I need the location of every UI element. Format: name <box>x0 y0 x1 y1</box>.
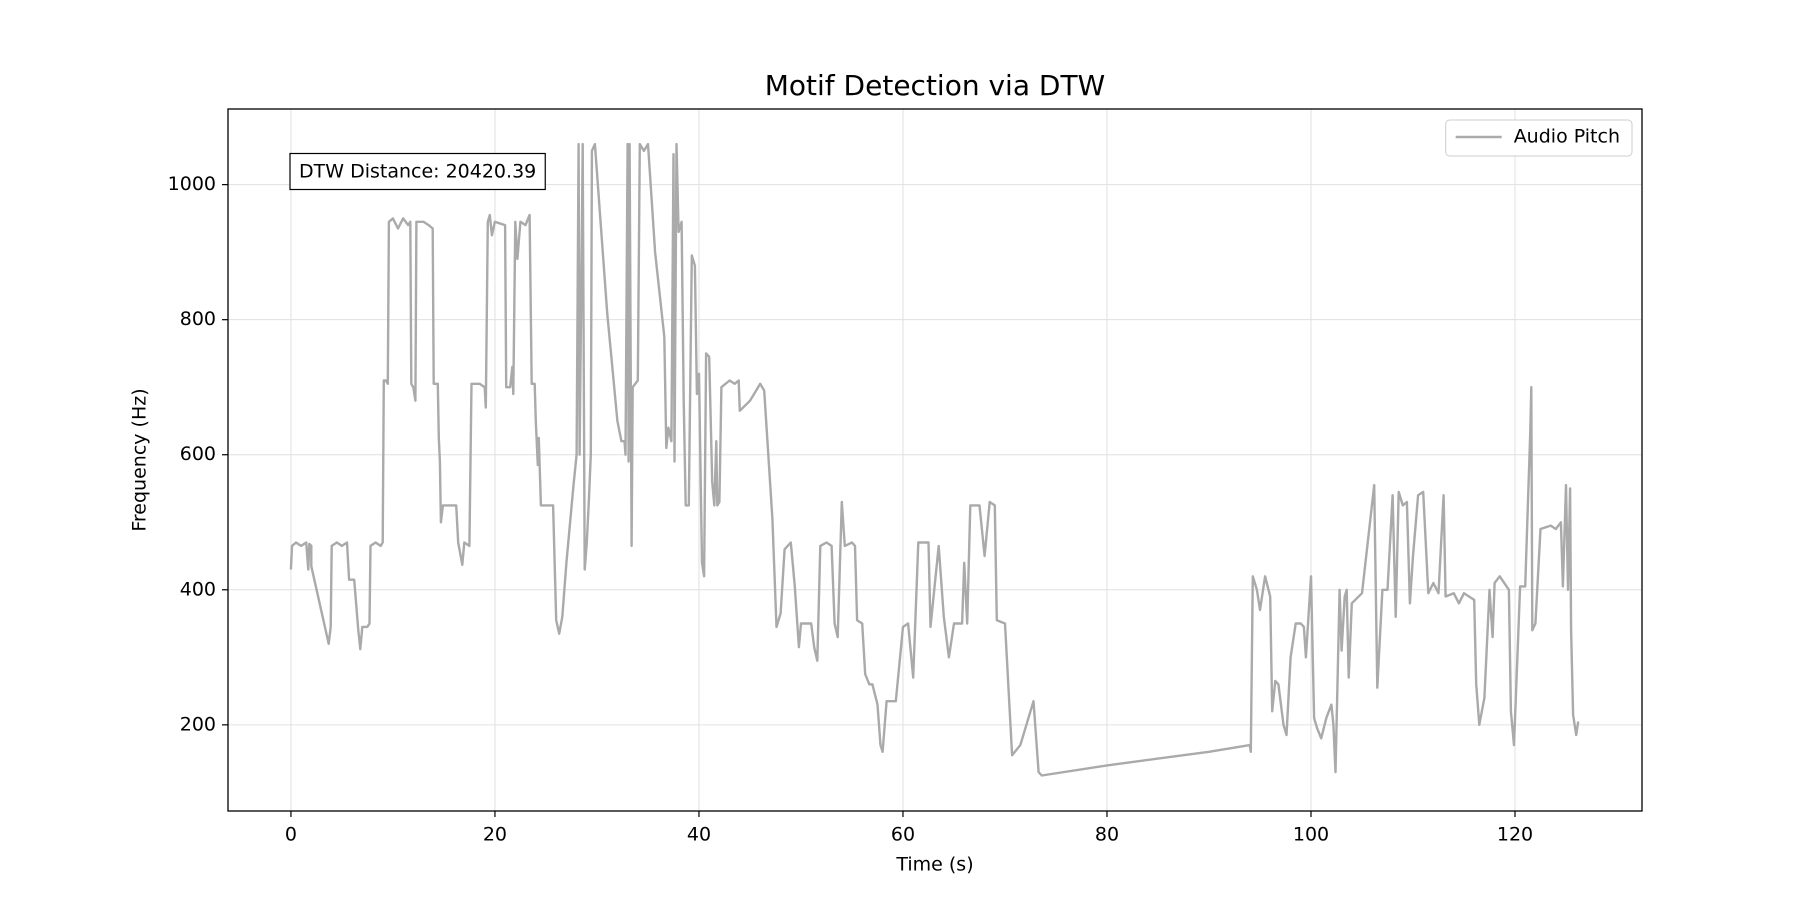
x-tick-label: 80 <box>1095 824 1119 846</box>
x-tick-label: 0 <box>285 824 297 846</box>
y-axis-label: Frequency (Hz) <box>129 388 151 531</box>
annotation: DTW Distance: 20420.39 <box>299 161 536 183</box>
annotation-box <box>289 152 546 191</box>
y-tick-label: 600 <box>180 443 216 465</box>
x-tick-label: 40 <box>687 824 711 846</box>
x-tick-label: 60 <box>891 824 915 846</box>
x-tick-label: 100 <box>1293 824 1329 846</box>
x-tick-label: 120 <box>1497 824 1533 846</box>
legend-box <box>1445 119 1633 157</box>
y-tick-label: 200 <box>180 713 216 735</box>
x-tick-label: 20 <box>483 824 507 846</box>
line-series <box>289 142 1580 777</box>
y-tick-label: 1000 <box>168 173 216 195</box>
legend-label: Audio Pitch <box>1514 126 1620 148</box>
x-axis-label: Time (s) <box>895 854 973 876</box>
y-tick-label: 400 <box>180 578 216 600</box>
chart-title: Motif Detection via DTW <box>765 69 1105 102</box>
y-tick-label: 800 <box>180 308 216 330</box>
plot-frame <box>227 108 1643 812</box>
